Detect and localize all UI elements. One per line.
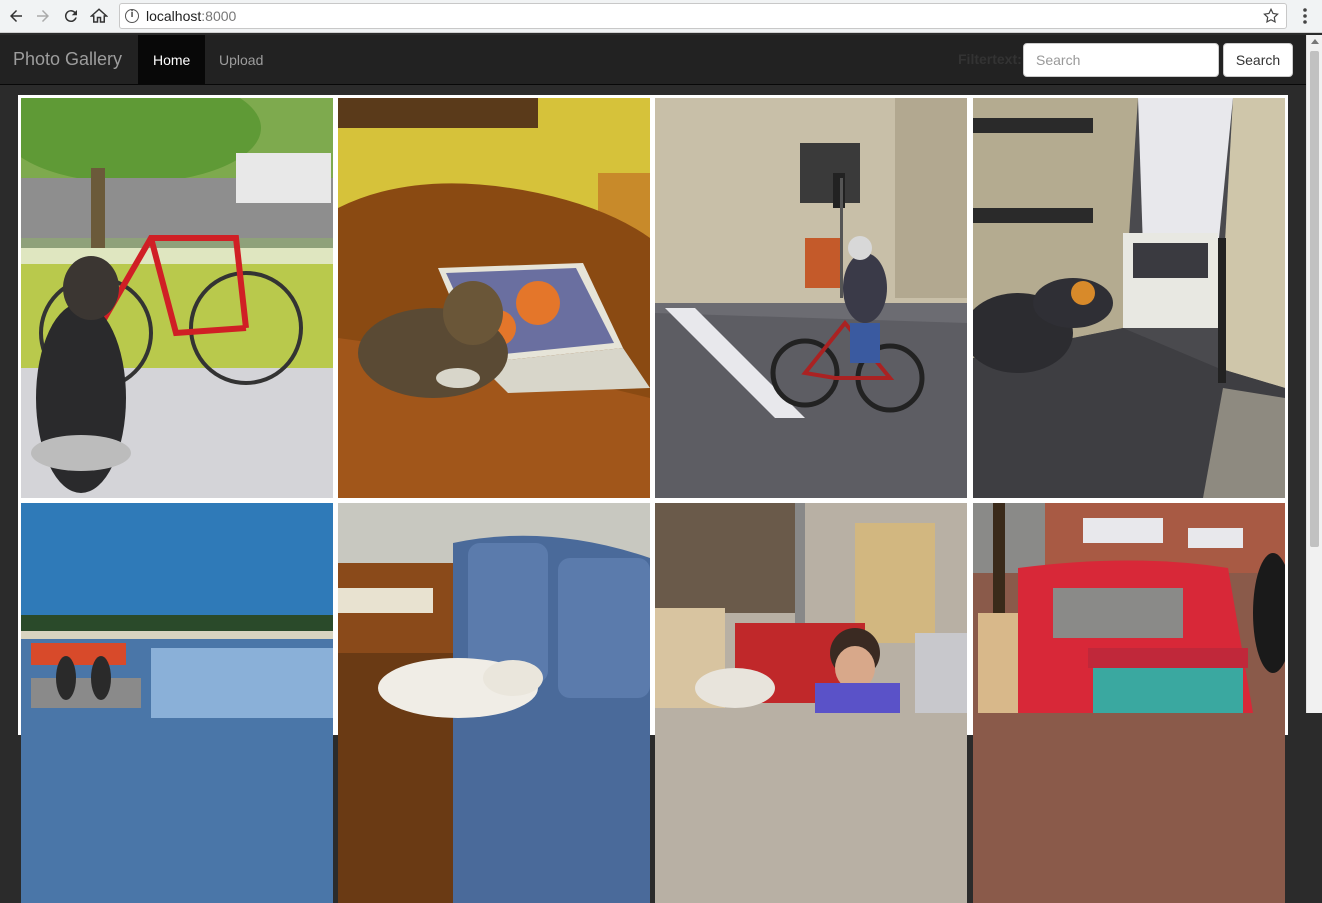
url-port: :8000 [201,8,237,24]
photo-dog-bicycle[interactable] [21,98,333,498]
brand-link[interactable]: Photo Gallery [13,49,123,69]
forward-icon[interactable] [31,4,55,28]
scroll-up-icon[interactable] [1311,39,1319,44]
photo-red-truck[interactable] [973,503,1285,903]
photo-cats-couch[interactable] [338,503,650,903]
nav-home[interactable]: Home [138,35,206,85]
photo-street-truck[interactable] [973,98,1285,498]
bookmark-star-icon[interactable] [1262,7,1280,25]
scroll-thumb[interactable] [1310,51,1319,547]
search-input[interactable] [1023,43,1219,77]
address-bar[interactable]: i localhost:8000 [119,3,1287,29]
browser-toolbar: i localhost:8000 [0,0,1322,33]
photo-cyclist-street[interactable] [655,98,967,498]
reload-icon[interactable] [59,4,83,28]
home-icon[interactable] [87,4,111,28]
url-text: localhost:8000 [146,8,236,24]
info-icon[interactable]: i [125,9,139,23]
photo-cat-laptop[interactable] [338,98,650,498]
navbar: Photo Gallery Home Upload Filtertext: Se… [0,35,1306,85]
photo-boat-sea[interactable] [21,503,333,903]
photo-gallery [18,95,1288,903]
nav-upload[interactable]: Upload [219,52,264,68]
back-icon[interactable] [4,4,28,28]
url-host: localhost [146,8,202,24]
search-button[interactable]: Search [1223,43,1293,77]
page-scrollbar[interactable] [1306,35,1322,713]
filter-label: Filtertext: [958,51,1022,67]
photo-woman-room[interactable] [655,503,967,903]
browser-menu-icon[interactable] [1298,6,1312,26]
